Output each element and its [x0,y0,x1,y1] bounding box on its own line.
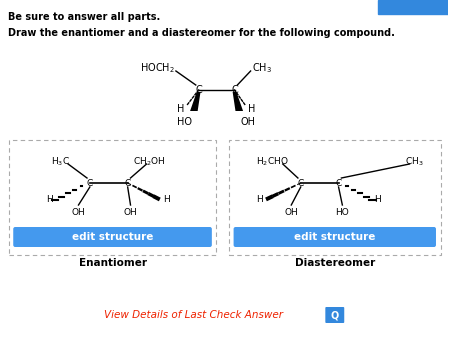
Text: HO: HO [177,117,192,127]
Text: OH: OH [124,208,137,217]
FancyBboxPatch shape [234,227,436,247]
Text: Draw the enantiomer and a diastereomer for the following compound.: Draw the enantiomer and a diastereomer f… [8,28,394,38]
Text: H: H [248,104,255,114]
FancyBboxPatch shape [13,227,212,247]
Text: Q: Q [331,310,339,320]
Text: $\mathregular{CH_3}$: $\mathregular{CH_3}$ [252,61,272,75]
Bar [9,140,216,255]
Text: C: C [125,179,131,187]
Text: C: C [231,85,238,95]
Text: C: C [298,179,304,187]
Text: OH: OH [284,208,298,217]
Text: edit structure: edit structure [294,232,375,242]
Text: Diastereomer: Diastereomer [295,258,375,268]
Text: Be sure to answer all parts.: Be sure to answer all parts. [8,12,160,22]
Text: C: C [87,179,93,187]
Text: $\mathregular{H_3C}$: $\mathregular{H_3C}$ [51,156,70,168]
FancyBboxPatch shape [325,307,344,323]
Text: OH: OH [72,208,85,217]
Text: View Details of Last Check Answer: View Details of Last Check Answer [104,310,283,320]
Text: OH: OH [240,117,255,127]
Polygon shape [233,92,243,111]
Polygon shape [190,92,201,111]
Text: $\mathregular{CH_3}$: $\mathregular{CH_3}$ [405,156,424,168]
Bar [229,140,441,255]
Bar [378,0,448,14]
Text: H: H [46,195,53,205]
Text: H: H [374,195,381,205]
Text: C: C [336,179,342,187]
Text: H: H [256,195,263,205]
Text: C: C [195,85,202,95]
Text: Enantiomer: Enantiomer [79,258,146,268]
Text: H: H [177,104,184,114]
Text: $\mathregular{H_2CHO}$: $\mathregular{H_2CHO}$ [256,156,289,168]
Text: $\mathregular{CH_2OH}$: $\mathregular{CH_2OH}$ [133,156,165,168]
Text: HO: HO [336,208,349,217]
Text: edit structure: edit structure [72,232,153,242]
Text: $\mathregular{HOCH_2}$: $\mathregular{HOCH_2}$ [140,61,175,75]
Text: H: H [163,195,169,205]
